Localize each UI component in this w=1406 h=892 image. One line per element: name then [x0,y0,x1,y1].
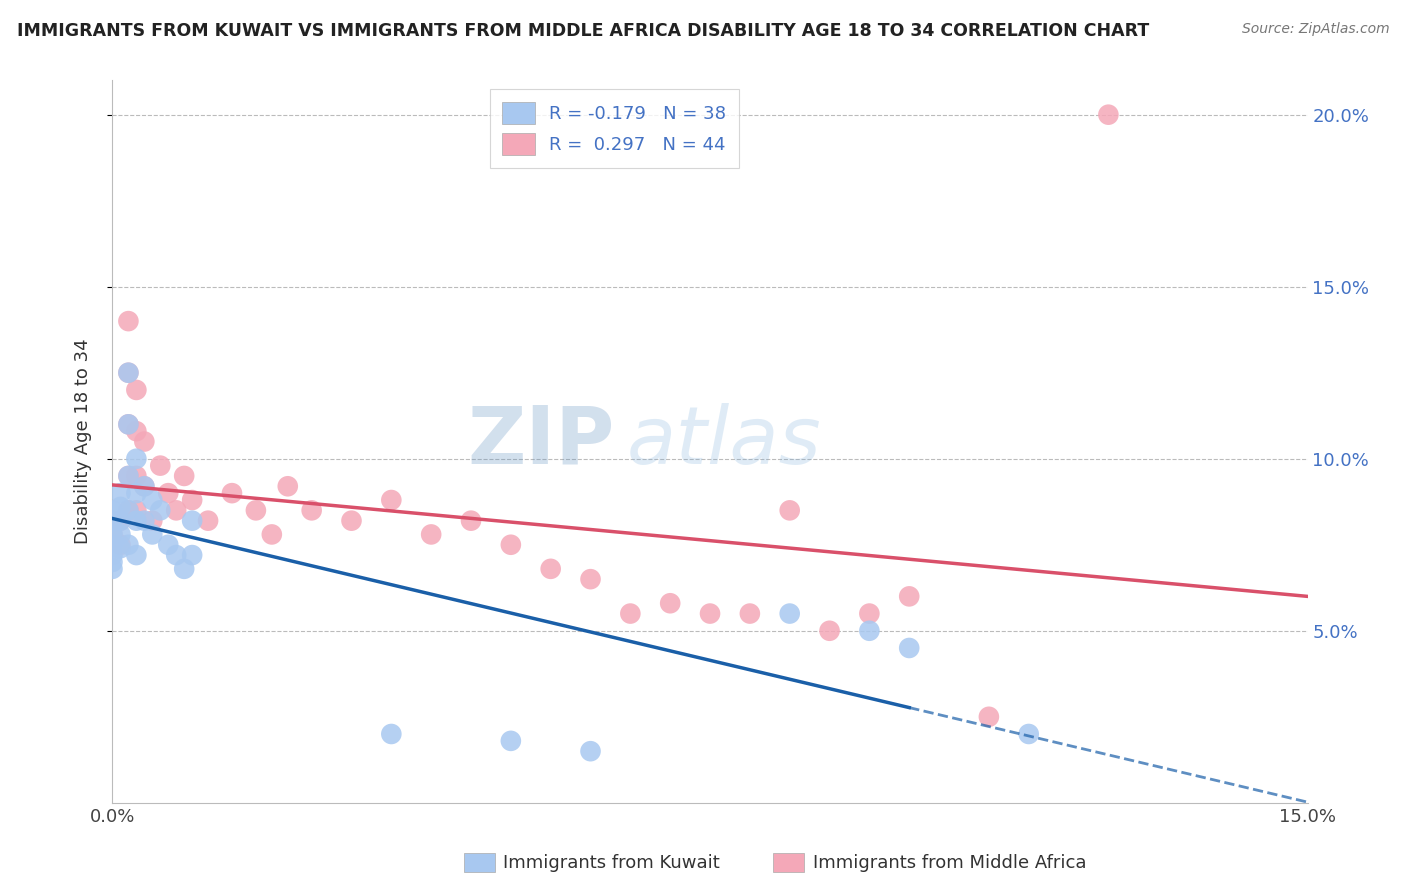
Point [779,503,801,517]
Point [117,417,139,432]
Point [579,572,602,586]
Point [110,538,132,552]
Point [110,527,132,541]
Point [117,469,139,483]
Point [117,366,139,380]
Point [125,424,148,438]
Point [117,503,139,517]
Point [221,486,243,500]
Point [420,527,443,541]
Point [173,469,195,483]
Point [898,590,921,604]
Point [101,562,124,576]
Point [101,514,124,528]
Point [1018,727,1040,741]
Point [181,514,204,528]
Point [245,503,267,517]
Point [125,383,148,397]
Point [699,607,721,621]
Point [101,514,124,528]
Point [1097,108,1119,122]
Point [117,503,139,517]
Text: atlas: atlas [627,402,821,481]
Y-axis label: Disability Age 18 to 34: Disability Age 18 to 34 [73,339,91,544]
Point [110,514,132,528]
Point [898,640,921,655]
Point [101,548,124,562]
Point [858,624,880,638]
Text: ZIP: ZIP [467,402,614,481]
Legend: R = -0.179   N = 38, R =  0.297   N = 44: R = -0.179 N = 38, R = 0.297 N = 44 [489,89,740,168]
Point [117,366,139,380]
Point [101,527,124,541]
Point [101,555,124,569]
Point [134,479,156,493]
Point [499,538,522,552]
Point [277,479,299,493]
Point [101,503,124,517]
Text: Source: ZipAtlas.com: Source: ZipAtlas.com [1241,22,1389,37]
Point [117,469,139,483]
Point [818,624,841,638]
Point [165,548,187,562]
Point [173,562,195,576]
Point [110,486,132,500]
Point [619,607,641,621]
Point [134,434,156,449]
Point [117,417,139,432]
Text: IMMIGRANTS FROM KUWAIT VS IMMIGRANTS FROM MIDDLE AFRICA DISABILITY AGE 18 TO 34 : IMMIGRANTS FROM KUWAIT VS IMMIGRANTS FRO… [17,22,1149,40]
Point [540,562,562,576]
Point [779,607,801,621]
Point [165,503,187,517]
Point [260,527,283,541]
Point [579,744,602,758]
Point [460,514,482,528]
Point [125,514,148,528]
Point [117,538,139,552]
Text: Immigrants from Kuwait: Immigrants from Kuwait [503,854,720,871]
Point [110,500,132,514]
Point [157,538,180,552]
Point [380,493,402,508]
Point [149,458,172,473]
Point [125,503,148,517]
Point [197,514,219,528]
Point [380,727,402,741]
Point [101,538,124,552]
Point [134,479,156,493]
Point [141,527,163,541]
Point [977,710,1000,724]
Text: Immigrants from Middle Africa: Immigrants from Middle Africa [813,854,1087,871]
Point [141,493,163,508]
Point [157,486,180,500]
Point [499,734,522,748]
Point [301,503,323,517]
Point [181,548,204,562]
Point [125,469,148,483]
Point [125,548,148,562]
Point [181,493,204,508]
Point [340,514,363,528]
Point [659,596,682,610]
Point [110,514,132,528]
Point [125,486,148,500]
Point [117,314,139,328]
Point [110,541,132,556]
Point [125,451,148,466]
Point [858,607,880,621]
Point [149,503,172,517]
Point [738,607,761,621]
Point [101,527,124,541]
Point [141,514,163,528]
Point [134,514,156,528]
